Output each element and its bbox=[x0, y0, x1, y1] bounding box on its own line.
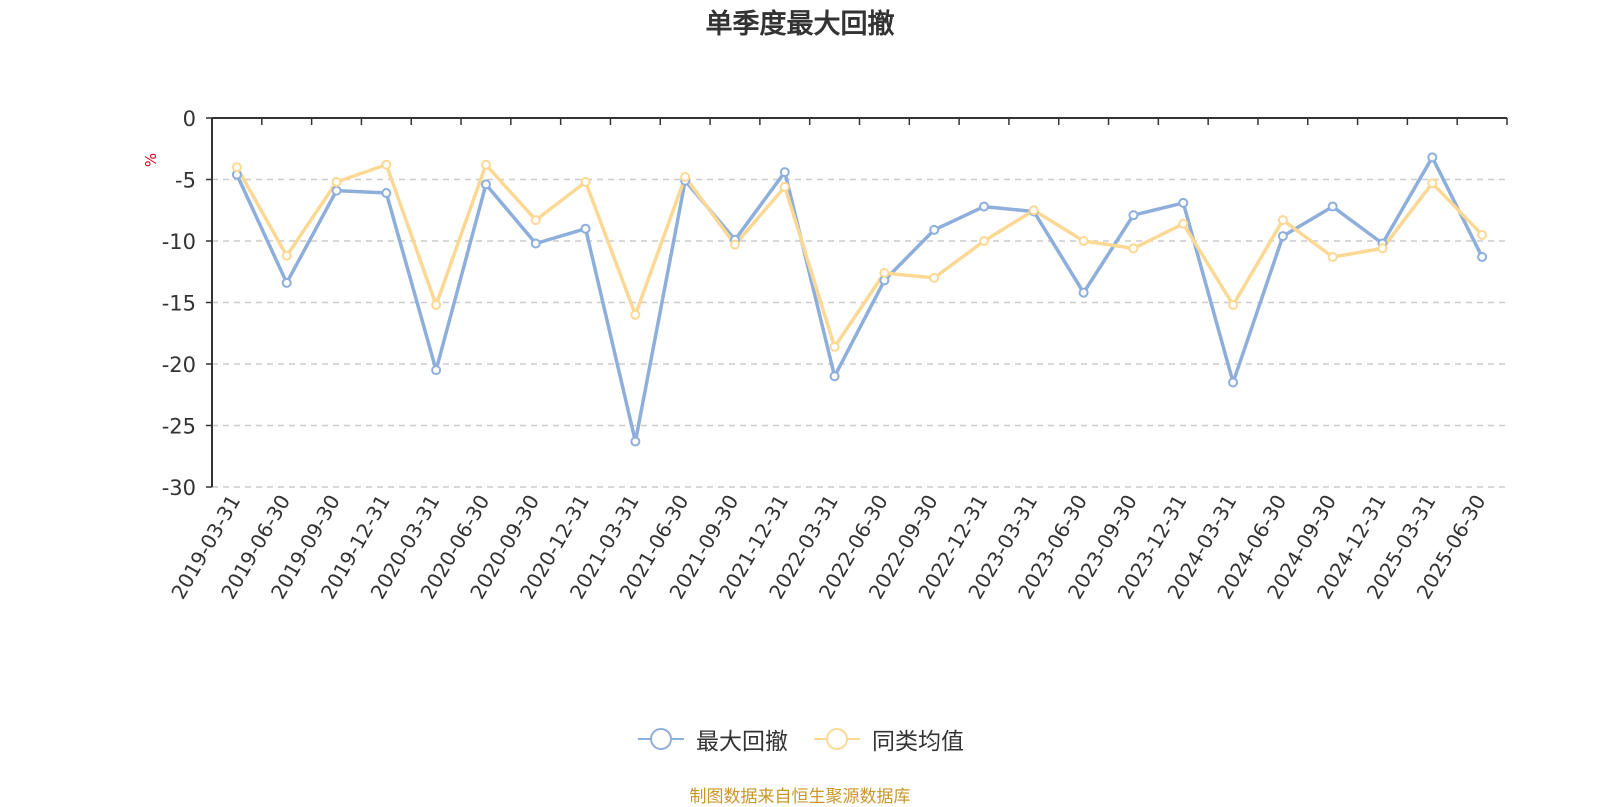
data-point-series-1 bbox=[1178, 197, 1189, 208]
y-tick-label: -25 bbox=[162, 415, 196, 439]
legend-marker-circle bbox=[650, 728, 672, 750]
y-tick-label: -15 bbox=[162, 292, 196, 316]
chart-title: 单季度最大回撤 bbox=[705, 9, 895, 40]
data-point-series-1 bbox=[779, 167, 790, 178]
data-point-series-2 bbox=[979, 236, 990, 246]
data-point-series-2 bbox=[231, 162, 242, 173]
data-point-series-2 bbox=[630, 309, 641, 320]
y-axis-label: % bbox=[142, 153, 160, 167]
y-tick-label: -5 bbox=[175, 169, 196, 193]
data-point-series-1 bbox=[1477, 251, 1488, 262]
data-point-series-1 bbox=[1128, 210, 1139, 221]
legend[interactable]: 最大回撤 同类均值 bbox=[0, 722, 1600, 756]
data-point-series-2 bbox=[879, 267, 890, 278]
legend-label: 最大回撤 bbox=[696, 729, 788, 755]
data-point-series-1 bbox=[1228, 377, 1239, 388]
data-point-series-2 bbox=[580, 176, 591, 187]
data-point-series-1 bbox=[979, 201, 990, 212]
data-point-series-2 bbox=[1427, 178, 1438, 189]
grid-layer bbox=[212, 178, 1507, 488]
axis-layer: 0-5-10-15-20-25-30%2019-03-312019-06-302… bbox=[142, 107, 1508, 603]
data-point-series-2 bbox=[1477, 229, 1488, 240]
data-point-series-2 bbox=[1078, 236, 1089, 246]
legend-marker-icon bbox=[638, 728, 684, 750]
data-point-series-1 bbox=[929, 224, 940, 235]
series-line-1 bbox=[235, 155, 1484, 444]
legend-marker-icon bbox=[814, 728, 860, 750]
legend-marker-circle bbox=[826, 728, 848, 750]
source-note: 制图数据来自恒生聚源数据库 bbox=[689, 787, 911, 807]
data-point-series-2 bbox=[1028, 205, 1039, 216]
data-point-series-1 bbox=[1427, 152, 1438, 163]
data-point-series-2 bbox=[281, 250, 292, 261]
data-point-series-1 bbox=[381, 188, 392, 199]
data-point-series-2 bbox=[1178, 218, 1189, 229]
y-tick-label: -20 bbox=[162, 353, 196, 377]
y-tick-label: 0 bbox=[183, 107, 196, 131]
data-point-series-2 bbox=[530, 215, 541, 226]
data-point-series-2 bbox=[331, 176, 342, 187]
data-point-series-1 bbox=[1078, 287, 1089, 298]
data-point-series-2 bbox=[729, 239, 740, 250]
data-point-series-2 bbox=[779, 181, 790, 192]
data-point-series-2 bbox=[1377, 243, 1388, 254]
data-point-series-2 bbox=[929, 272, 940, 283]
data-point-series-1 bbox=[530, 238, 541, 249]
data-point-series-2 bbox=[431, 299, 442, 310]
data-point-series-2 bbox=[829, 341, 840, 352]
data-point-series-1 bbox=[431, 365, 442, 376]
legend-item-1[interactable]: 最大回撤 bbox=[636, 722, 788, 756]
data-point-series-1 bbox=[630, 436, 641, 447]
y-tick-label: -10 bbox=[162, 230, 196, 254]
data-point-series-2 bbox=[381, 159, 392, 170]
data-point-series-1 bbox=[480, 179, 491, 190]
data-point-series-2 bbox=[1228, 299, 1239, 310]
legend-item-2[interactable]: 同类均值 bbox=[812, 722, 964, 756]
y-tick-label: -30 bbox=[162, 476, 196, 500]
data-point-series-1 bbox=[331, 185, 342, 196]
data-point-series-2 bbox=[680, 172, 691, 183]
data-point-series-1 bbox=[1277, 231, 1288, 242]
data-point-series-1 bbox=[580, 223, 591, 234]
data-point-series-1 bbox=[1327, 201, 1338, 212]
series-line-2 bbox=[235, 162, 1484, 349]
legend-label: 同类均值 bbox=[872, 729, 964, 755]
data-point-series-1 bbox=[281, 277, 292, 288]
data-point-series-2 bbox=[1277, 215, 1288, 226]
data-point-series-2 bbox=[1327, 251, 1338, 262]
data-point-series-1 bbox=[829, 371, 840, 382]
data-point-series-2 bbox=[480, 159, 491, 170]
data-point-series-2 bbox=[1128, 243, 1139, 254]
series-layer bbox=[231, 152, 1488, 447]
